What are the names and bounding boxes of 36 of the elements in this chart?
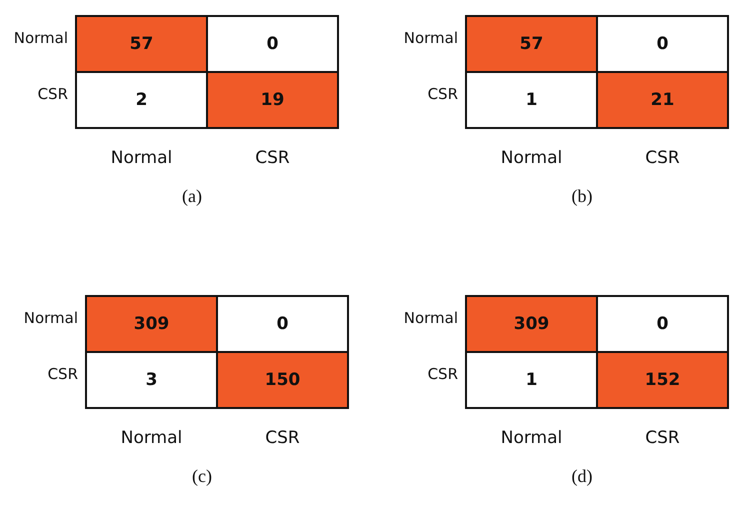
data-label: 0: [656, 34, 669, 54]
x-tick-label: CSR: [645, 148, 680, 168]
data-label: 0: [276, 314, 289, 334]
x-tick-label: CSR: [255, 148, 290, 168]
data-label: 1: [526, 370, 538, 390]
data-label: 1: [526, 90, 538, 110]
y-tick-label: Normal: [24, 309, 78, 327]
data-label: 2: [136, 90, 148, 110]
y-tick-label: Normal: [404, 29, 458, 47]
x-tick-label: Normal: [110, 148, 172, 168]
y-tick-label: CSR: [428, 365, 458, 383]
y-tick-label: Normal: [14, 29, 68, 47]
x-tick-label: CSR: [265, 428, 300, 448]
data-label: 0: [266, 34, 279, 54]
data-label: 309: [134, 314, 170, 334]
data-label: 0: [656, 314, 669, 334]
y-tick-label: CSR: [48, 365, 78, 383]
text: (d): [572, 466, 592, 486]
data-label: 3: [146, 370, 158, 390]
y-tick-label: CSR: [428, 85, 458, 103]
y-tick-label: Normal: [404, 309, 458, 327]
data-label: 152: [644, 370, 680, 390]
x-tick-label: CSR: [645, 428, 680, 448]
x-tick-label: Normal: [120, 428, 182, 448]
x-tick-label: Normal: [500, 428, 562, 448]
y-tick-label: CSR: [38, 85, 68, 103]
data-label: 57: [520, 34, 544, 54]
data-label: 19: [260, 90, 284, 110]
data-label: 57: [130, 34, 154, 54]
text: (b): [572, 186, 592, 206]
x-tick-label: Normal: [500, 148, 562, 168]
text: (a): [182, 186, 202, 206]
data-label: 150: [264, 370, 300, 390]
data-label: 21: [650, 90, 674, 110]
data-label: 309: [514, 314, 550, 334]
text: (c): [192, 466, 212, 486]
